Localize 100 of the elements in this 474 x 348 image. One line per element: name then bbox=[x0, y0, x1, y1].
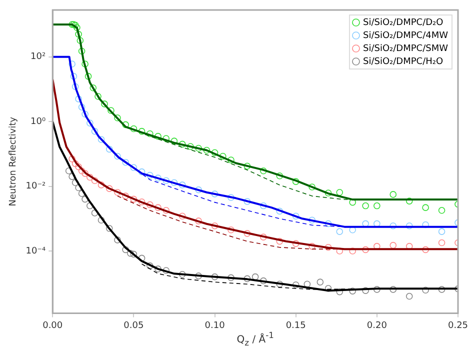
point bbox=[130, 250, 138, 258]
point bbox=[82, 110, 88, 118]
point bbox=[260, 202, 267, 210]
point bbox=[78, 167, 86, 174]
point bbox=[72, 160, 79, 168]
point bbox=[138, 198, 146, 206]
point bbox=[78, 48, 86, 55]
point bbox=[362, 287, 369, 294]
point bbox=[82, 170, 88, 177]
point bbox=[292, 281, 300, 288]
point bbox=[390, 191, 397, 198]
point bbox=[276, 172, 284, 180]
point bbox=[349, 288, 356, 294]
point bbox=[122, 158, 129, 166]
point bbox=[68, 173, 76, 180]
point bbox=[438, 239, 446, 246]
point bbox=[75, 30, 82, 38]
point bbox=[178, 182, 186, 188]
point bbox=[260, 277, 267, 284]
point bbox=[90, 84, 97, 92]
point bbox=[122, 121, 129, 128]
point bbox=[106, 146, 113, 153]
point bbox=[101, 100, 108, 108]
point bbox=[122, 192, 129, 200]
y-tick-label: 10⁻⁴ bbox=[26, 246, 46, 256]
point bbox=[68, 21, 76, 28]
point bbox=[211, 273, 218, 280]
point bbox=[406, 198, 413, 204]
point bbox=[195, 144, 202, 152]
point bbox=[154, 174, 162, 182]
point bbox=[91, 177, 98, 184]
point bbox=[162, 177, 170, 184]
point bbox=[228, 274, 234, 282]
point bbox=[146, 172, 154, 179]
point bbox=[316, 278, 324, 286]
point bbox=[406, 222, 413, 230]
point bbox=[422, 246, 429, 254]
x-tick-label: 0.05 bbox=[124, 320, 144, 331]
point bbox=[127, 250, 134, 257]
point bbox=[170, 138, 178, 144]
point bbox=[146, 262, 154, 270]
point bbox=[211, 149, 218, 156]
point bbox=[75, 163, 82, 170]
point bbox=[390, 222, 397, 230]
point bbox=[108, 107, 114, 114]
point bbox=[244, 162, 251, 170]
point bbox=[146, 130, 154, 138]
point bbox=[260, 167, 267, 174]
point bbox=[336, 188, 344, 196]
point bbox=[130, 125, 138, 132]
point bbox=[178, 270, 186, 278]
point bbox=[130, 164, 138, 171]
point bbox=[162, 207, 170, 214]
point bbox=[276, 208, 284, 215]
point bbox=[195, 272, 202, 280]
point bbox=[98, 136, 105, 143]
point bbox=[114, 114, 121, 122]
x-tick-label: 0.15 bbox=[286, 320, 306, 331]
point bbox=[211, 190, 218, 198]
point bbox=[324, 220, 332, 228]
legend-label: Si/SiO₂/DMPC/D₂O bbox=[362, 18, 444, 28]
point bbox=[260, 234, 267, 240]
point bbox=[178, 140, 186, 148]
point bbox=[374, 286, 380, 293]
legend-label: Si/SiO₂/DMPC/SMW bbox=[362, 44, 448, 54]
point bbox=[78, 104, 86, 110]
point bbox=[406, 292, 413, 300]
point bbox=[203, 146, 210, 154]
point bbox=[75, 184, 82, 192]
x-tick-label: 0.20 bbox=[366, 320, 388, 331]
point bbox=[154, 204, 162, 211]
point bbox=[292, 212, 300, 220]
point bbox=[276, 238, 284, 245]
point bbox=[336, 288, 344, 296]
point bbox=[106, 225, 113, 232]
point bbox=[114, 188, 121, 196]
point bbox=[390, 242, 397, 249]
legend-label: Si/SiO₂/DMPC/4MW bbox=[362, 30, 448, 41]
point bbox=[228, 226, 234, 234]
point bbox=[86, 174, 94, 181]
point bbox=[244, 230, 251, 237]
point bbox=[422, 204, 429, 211]
point bbox=[138, 128, 146, 135]
point bbox=[106, 185, 113, 192]
x-tick-label: 0.00 bbox=[42, 320, 63, 331]
point bbox=[438, 228, 446, 235]
y-tick-label: 10⁰ bbox=[30, 116, 46, 127]
point bbox=[252, 273, 259, 280]
point bbox=[74, 24, 80, 32]
y-axis-title: Neutron Reflectivity bbox=[8, 116, 19, 206]
point bbox=[84, 72, 92, 80]
point bbox=[349, 248, 356, 254]
point bbox=[422, 286, 429, 294]
point bbox=[146, 201, 154, 208]
x-tick-label: 0.10 bbox=[204, 320, 226, 331]
y-tick-label: 10⁻² bbox=[26, 182, 46, 192]
point bbox=[98, 182, 105, 188]
point bbox=[154, 266, 162, 272]
point bbox=[68, 156, 76, 162]
point bbox=[195, 218, 202, 224]
